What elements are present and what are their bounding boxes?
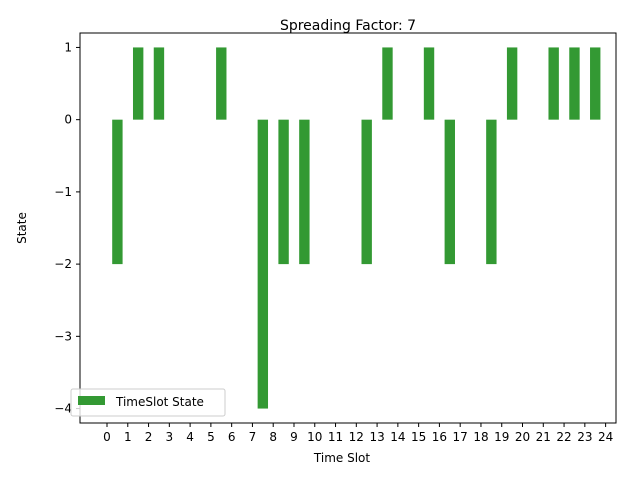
y-tick-label: −4 xyxy=(54,402,72,416)
legend: TimeSlot State xyxy=(70,388,226,417)
x-tick-label: 4 xyxy=(186,430,194,444)
bar-3 xyxy=(216,47,227,120)
x-tick-label: 22 xyxy=(556,430,571,444)
x-tick-label: 12 xyxy=(349,430,364,444)
bar-9 xyxy=(423,47,435,120)
x-tick-label: 18 xyxy=(473,430,488,444)
x-tick-label: 24 xyxy=(598,430,613,444)
x-tick-label: 16 xyxy=(432,430,447,444)
x-tick-label: 15 xyxy=(411,430,426,444)
bar-6 xyxy=(299,119,310,265)
y-axis-label: State xyxy=(15,212,29,244)
y-axis: 1 0 −1 −2 −3 −4 xyxy=(54,40,80,416)
y-tick-label: −2 xyxy=(54,257,72,271)
legend-box xyxy=(70,388,226,417)
x-tick-label: 0 xyxy=(103,430,111,444)
legend-label: TimeSlot State xyxy=(115,395,204,409)
x-tick-label: 2 xyxy=(145,430,153,444)
bar-13 xyxy=(548,47,559,120)
bar-0 xyxy=(112,119,123,265)
x-tick-label: 17 xyxy=(453,430,468,444)
y-tick-label: −3 xyxy=(54,329,72,343)
bar-4 xyxy=(257,119,269,409)
bar-1 xyxy=(132,47,144,120)
legend-swatch xyxy=(78,396,105,405)
x-tick-label: 11 xyxy=(328,430,343,444)
bar-14 xyxy=(569,47,580,120)
x-tick-label: 20 xyxy=(515,430,530,444)
x-tick-label: 13 xyxy=(369,430,384,444)
x-tick-label: 1 xyxy=(124,430,132,444)
bar-5 xyxy=(278,119,289,265)
x-tick-label: 7 xyxy=(249,430,257,444)
x-tick-label: 6 xyxy=(228,430,236,444)
y-tick-label: 1 xyxy=(64,40,72,54)
x-tick-label: 5 xyxy=(207,430,215,444)
x-tick-label: 14 xyxy=(390,430,405,444)
y-tick-label: 0 xyxy=(64,113,72,127)
x-tick-label: 9 xyxy=(290,430,298,444)
bar-11 xyxy=(486,119,497,265)
x-tick-label: 21 xyxy=(536,430,551,444)
x-tick-label: 10 xyxy=(307,430,322,444)
x-axis-label: Time Slot xyxy=(313,451,370,465)
bar-12 xyxy=(506,47,518,120)
plot-frame xyxy=(79,32,617,424)
bar-10 xyxy=(444,119,455,265)
y-tick-label: −1 xyxy=(54,185,72,199)
bar-8 xyxy=(382,47,393,120)
x-tick-label: 8 xyxy=(269,430,277,444)
bar-2 xyxy=(153,47,165,120)
chart-title: Spreading Factor: 7 xyxy=(280,18,416,34)
x-tick-label: 23 xyxy=(577,430,592,444)
x-tick-label: 19 xyxy=(494,430,509,444)
bar-7 xyxy=(361,119,372,265)
bars-group xyxy=(112,47,601,409)
x-tick-label: 3 xyxy=(166,430,174,444)
x-axis: 0 1 2 3 4 5 6 7 8 9 10 11 12 13 14 15 16 17 18 19 20 21 22 23 24 xyxy=(103,423,613,444)
bar-15 xyxy=(590,47,601,120)
